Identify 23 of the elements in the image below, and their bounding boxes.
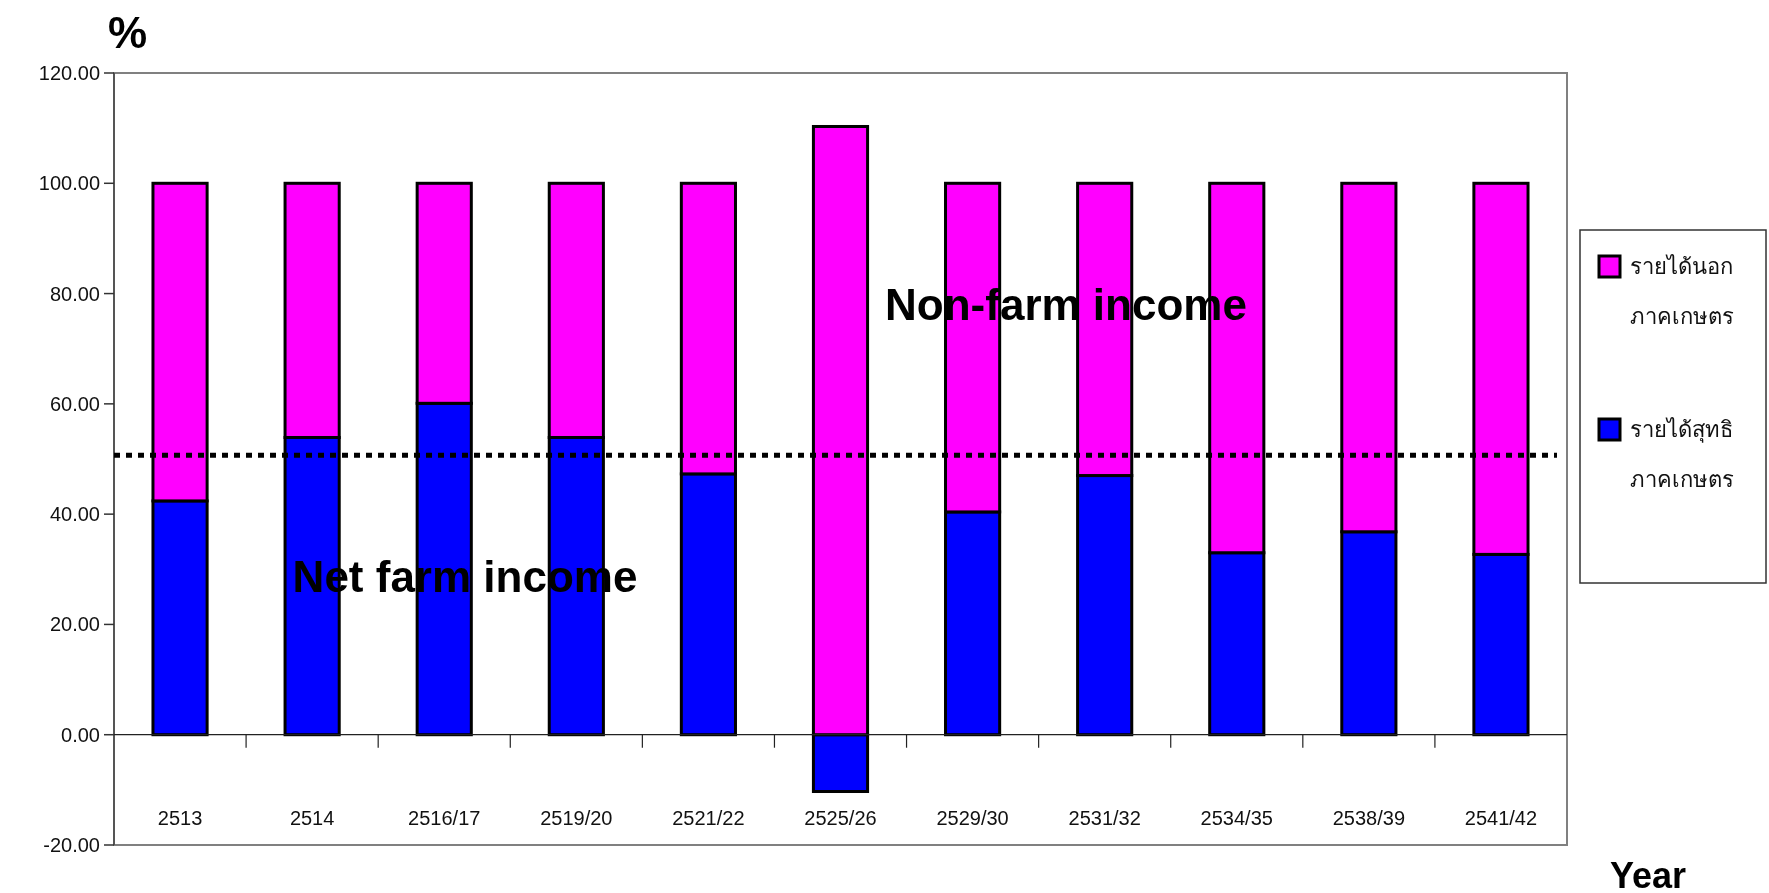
y-tick-label: 0.00 bbox=[61, 723, 100, 746]
x-tick-label: 2541/42 bbox=[1464, 807, 1538, 829]
legend-label: รายได้สุทธิ ภาคเกษตร bbox=[1630, 417, 1734, 492]
x-tick-label: 2529/30 bbox=[936, 807, 1009, 829]
x-axis-title: Year bbox=[1609, 855, 1687, 893]
x-tick-label: 2516/17 bbox=[408, 807, 481, 829]
x-tick-label: 2534/35 bbox=[1200, 807, 1273, 829]
x-tick-label: 2514 bbox=[289, 807, 335, 829]
x-tick-label: 2538/39 bbox=[1332, 807, 1406, 829]
x-tick-label: 2519/20 bbox=[540, 807, 613, 829]
y-tick-label: 20.00 bbox=[49, 613, 100, 636]
y-tick-label: 100.00 bbox=[38, 172, 100, 195]
y-tick-label: 40.00 bbox=[49, 503, 100, 526]
y-axis-title: % bbox=[108, 8, 148, 57]
y-tick-label: -20.00 bbox=[43, 834, 100, 856]
x-tick-label: 2531/32 bbox=[1068, 807, 1141, 829]
legend-label: รายได้นอก ภาคเกษตร bbox=[1630, 254, 1734, 329]
x-tick-label: 2521/22 bbox=[672, 807, 745, 829]
x-tick-label: 2525/26 bbox=[804, 807, 877, 829]
x-tick-label: 2513 bbox=[157, 807, 203, 829]
y-tick-label: 60.00 bbox=[49, 392, 100, 415]
y-tick-label: 80.00 bbox=[49, 282, 100, 305]
y-tick-label: 120.00 bbox=[38, 62, 100, 84]
